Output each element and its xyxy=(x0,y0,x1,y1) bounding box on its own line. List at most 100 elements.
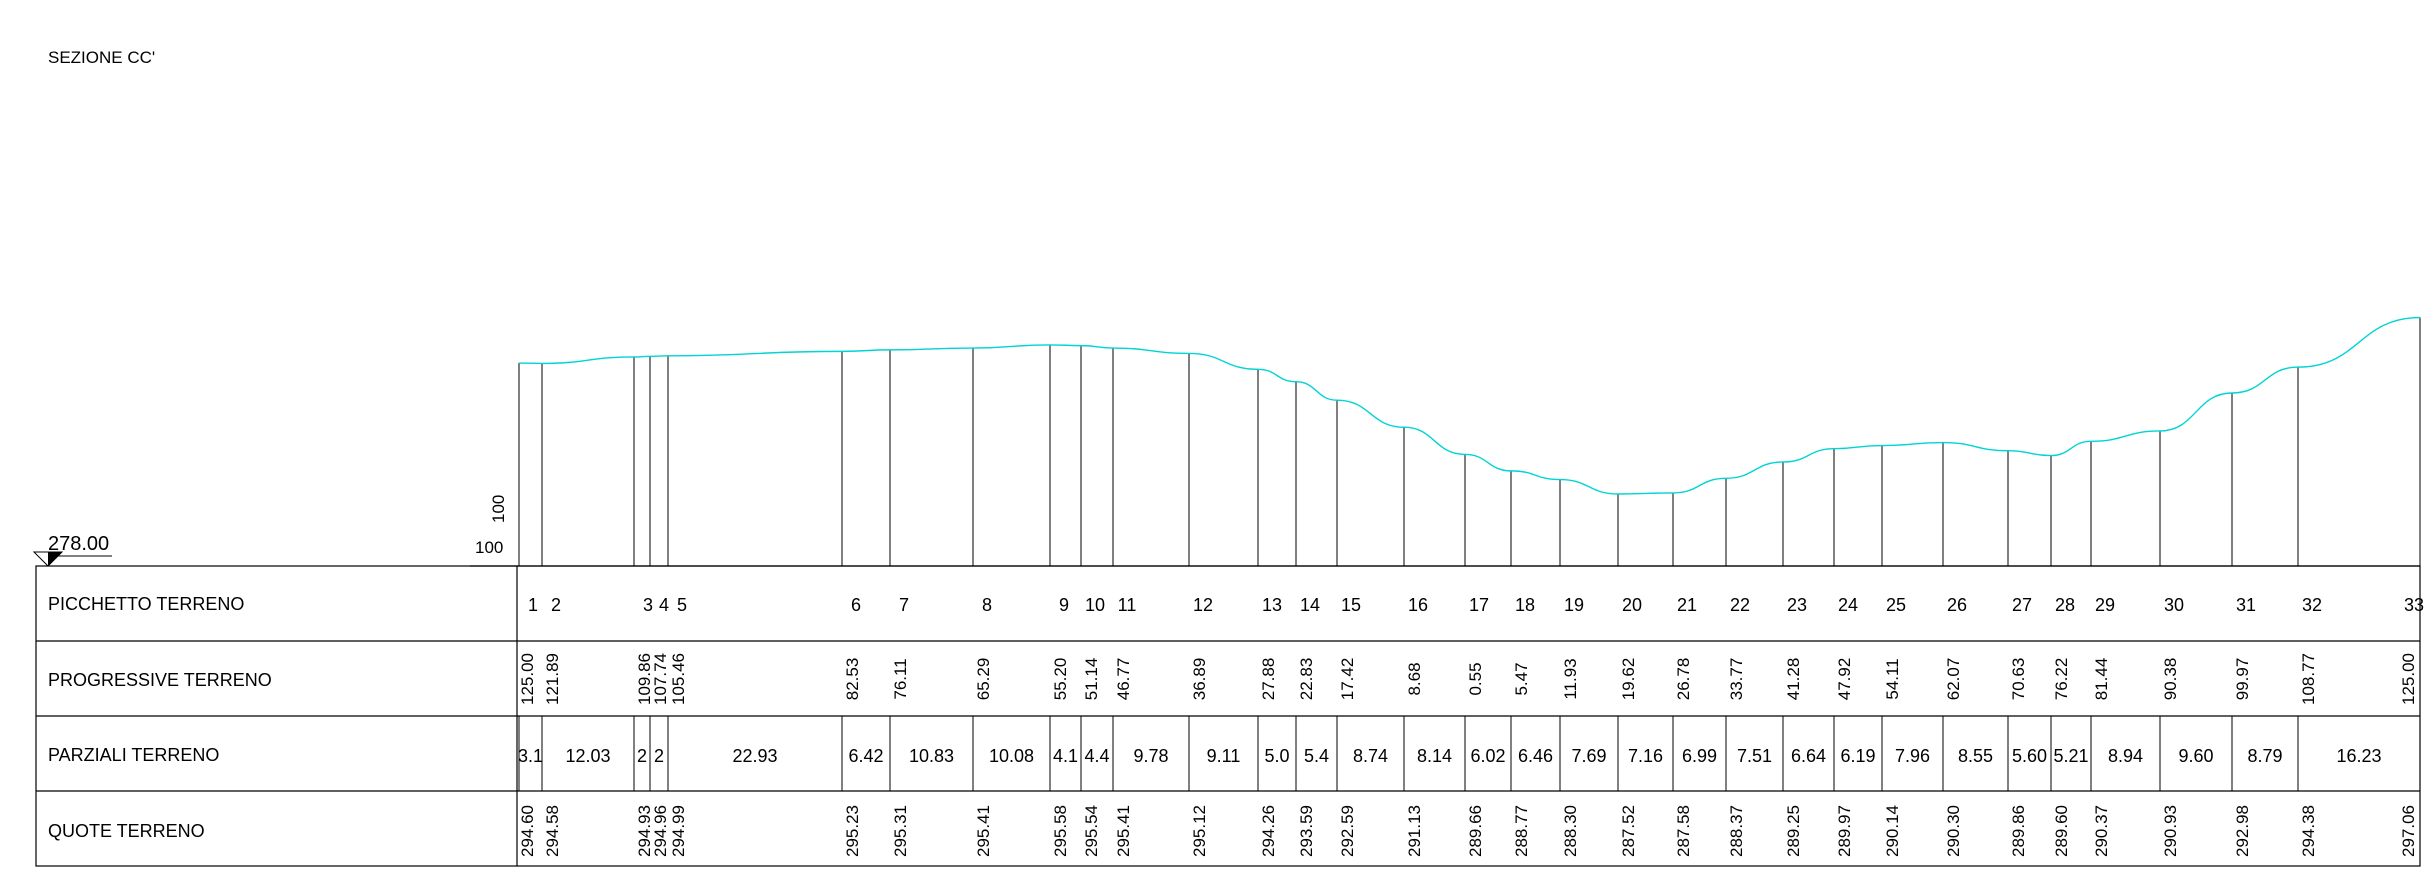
parziali-value: 6.42 xyxy=(848,746,883,766)
quote-value: 291.13 xyxy=(1405,805,1424,857)
section-title: SEZIONE CC' xyxy=(48,48,156,67)
parziali-value: 8.94 xyxy=(2108,746,2143,766)
parziali-value: 2 xyxy=(654,746,664,766)
picchetto-label: 3 xyxy=(643,595,653,615)
progressive-value: 11.93 xyxy=(1561,658,1580,699)
progressive-value: 0.55 xyxy=(1466,662,1485,695)
quote-value: 289.66 xyxy=(1466,805,1485,857)
quote-value: 294.96 xyxy=(651,805,670,857)
picchetto-label: 17 xyxy=(1469,595,1489,615)
quote-value: 297.06 xyxy=(2399,805,2418,857)
quote-value: 295.41 xyxy=(974,805,993,857)
quote-value: 290.30 xyxy=(1944,805,1963,857)
quote-value: 295.23 xyxy=(843,805,862,857)
quote-value: 287.58 xyxy=(1674,805,1693,857)
quote-value: 290.93 xyxy=(2161,805,2180,857)
quote-value: 290.37 xyxy=(2092,805,2111,857)
progressive-value: 5.47 xyxy=(1512,662,1531,695)
parziali-value: 8.74 xyxy=(1353,746,1388,766)
progressive-value: 19.62 xyxy=(1619,658,1638,701)
progressive-value: 99.97 xyxy=(2233,658,2252,701)
quote-value: 288.77 xyxy=(1512,805,1531,857)
quote-value: 294.26 xyxy=(1259,805,1278,857)
terrain-profile xyxy=(518,316,2421,495)
picchetto-label: 4 xyxy=(659,595,669,615)
progressive-value: 70.63 xyxy=(2009,658,2028,701)
parziali-value: 6.64 xyxy=(1791,746,1826,766)
progressive-value: 62.07 xyxy=(1944,658,1963,701)
progressive-value: 109.86 xyxy=(635,653,654,705)
quote-value: 290.14 xyxy=(1883,805,1902,857)
picchetto-label: 11 xyxy=(1118,595,1137,615)
parziali-value: 6.99 xyxy=(1682,746,1717,766)
quote-value: 295.58 xyxy=(1051,805,1070,857)
quote-value: 294.38 xyxy=(2299,805,2318,857)
progressive-value: 17.42 xyxy=(1338,658,1357,701)
picchetto-label: 26 xyxy=(1947,595,1967,615)
quote-value: 295.31 xyxy=(891,805,910,857)
progressive-value: 125.00 xyxy=(518,653,537,705)
quote-value: 294.58 xyxy=(543,805,562,857)
row-header-picchetto: PICCHETTO TERRENO xyxy=(48,594,244,614)
progressive-value: 108.77 xyxy=(2299,653,2318,705)
parziali-value: 7.69 xyxy=(1571,746,1606,766)
picchetto-label: 12 xyxy=(1193,595,1213,615)
picchetto-label: 13 xyxy=(1262,595,1282,615)
progressive-value: 121.89 xyxy=(543,653,562,705)
picchetto-label: 32 xyxy=(2302,595,2322,615)
progressive-value: 81.44 xyxy=(2092,658,2111,701)
progressive-value: 125.00 xyxy=(2399,653,2418,705)
progressive-value: 51.14 xyxy=(1082,658,1101,701)
parziali-value: 6.02 xyxy=(1470,746,1505,766)
progressive-value: 76.22 xyxy=(2052,658,2071,701)
picchetto-label: 31 xyxy=(2236,595,2256,615)
picchetto-label: 23 xyxy=(1787,595,1807,615)
quote-value: 288.30 xyxy=(1561,805,1580,857)
quote-value: 292.59 xyxy=(1338,805,1357,857)
picchetto-label: 14 xyxy=(1300,595,1320,615)
terrain-profile-line xyxy=(518,316,2421,495)
progressive-value: 33.77 xyxy=(1727,658,1746,701)
quote-value: 295.54 xyxy=(1082,805,1101,857)
parziali-value: 16.23 xyxy=(2336,746,2381,766)
picchetto-label: 5 xyxy=(677,595,687,615)
picchetto-label: 20 xyxy=(1622,595,1642,615)
parziali-value: 8.79 xyxy=(2247,746,2282,766)
picchetto-label: 25 xyxy=(1886,595,1906,615)
picchetto-label: 21 xyxy=(1677,595,1697,615)
progressive-value: 26.78 xyxy=(1674,658,1693,701)
picchetto-label: 2 xyxy=(551,595,561,615)
quote-value: 293.59 xyxy=(1297,805,1316,857)
progressive-value: 36.89 xyxy=(1190,658,1209,701)
quote-value: 294.93 xyxy=(635,805,654,857)
picchetto-label: 8 xyxy=(982,595,992,615)
picchetto-label: 16 xyxy=(1408,595,1428,615)
parziali-value: 10.83 xyxy=(909,746,954,766)
progressive-value: 107.74 xyxy=(651,653,670,705)
picchetto-label: 19 xyxy=(1564,595,1584,615)
parziali-value: 12.03 xyxy=(565,746,610,766)
parziali-value: 2 xyxy=(637,746,647,766)
picchetto-label: 10 xyxy=(1085,595,1105,615)
quote-value: 289.25 xyxy=(1784,805,1803,857)
row-header-parziali: PARZIALI TERRENO xyxy=(48,745,219,765)
progressive-value: 90.38 xyxy=(2161,658,2180,701)
parziali-value: 6.19 xyxy=(1840,746,1875,766)
progressive-value: 54.11 xyxy=(1883,658,1902,699)
quote-value: 294.60 xyxy=(518,805,537,857)
quote-value: 292.98 xyxy=(2233,805,2252,857)
parziali-value: 5.0 xyxy=(1264,746,1289,766)
picchetto-label: 30 xyxy=(2164,595,2184,615)
parziali-value: 4.1 xyxy=(1053,746,1078,766)
picchetto-label: 1 xyxy=(528,595,538,615)
quote-value: 289.60 xyxy=(2052,805,2071,857)
progressive-value: 55.20 xyxy=(1051,658,1070,701)
progressive-value: 8.68 xyxy=(1405,662,1424,695)
progressive-value: 65.29 xyxy=(974,658,993,701)
parziali-value: 9.11 xyxy=(1207,746,1241,766)
scale-vertical-label: 100 xyxy=(489,495,508,523)
quote-value: 295.12 xyxy=(1190,805,1209,857)
picchetto-label: 9 xyxy=(1059,595,1069,615)
